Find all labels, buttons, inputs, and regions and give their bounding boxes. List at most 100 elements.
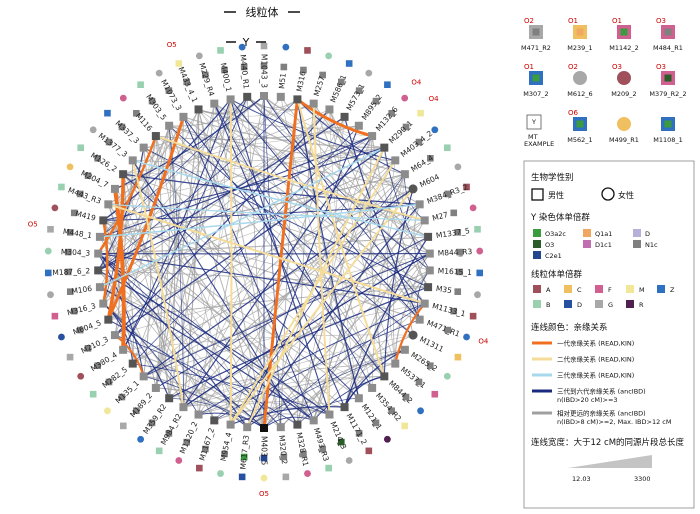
y-haplogroup-marker	[64, 268, 72, 276]
node-male	[425, 266, 434, 275]
node-male	[391, 359, 400, 368]
mt-haplogroup-marker	[365, 69, 373, 77]
edge-distant	[280, 334, 414, 428]
node-male	[99, 216, 108, 225]
sample-label: M433_4_1	[176, 66, 199, 105]
example-label: M307_2	[523, 90, 548, 98]
node-male	[194, 105, 203, 114]
sample-label: M1615_1	[438, 266, 473, 277]
mt-haplogroup-marker	[104, 407, 111, 415]
sample-label: M844_R3	[438, 247, 473, 258]
edge-far	[344, 236, 429, 408]
y-haplogroup-marker	[118, 123, 126, 131]
sample-label: M586_1	[328, 73, 348, 104]
svg-text:Y: Y	[531, 118, 536, 126]
mt-haplogroup-marker	[476, 269, 484, 277]
mt-haplogroup-marker	[66, 163, 74, 171]
y-haplogroup-marker	[444, 326, 452, 334]
edge-distant	[114, 334, 157, 389]
y-haplogroup-marker	[415, 138, 423, 146]
edge-far	[263, 303, 425, 429]
example-sample: M484_R1 O3	[653, 17, 683, 52]
mt-haplogroup-marker	[417, 407, 424, 415]
example-sample: M612_6 O2	[567, 63, 592, 98]
sample-label: M337_3	[114, 119, 142, 146]
example-sample: M209_2 O3	[611, 63, 636, 98]
example-annotation: O6	[568, 109, 579, 117]
example-sample: M1108_1	[653, 117, 683, 144]
y-haplogroup-marker	[64, 248, 72, 256]
example-label: M1142_2	[609, 44, 639, 52]
node-male	[309, 416, 318, 425]
mt-haplogroup-marker	[58, 183, 65, 191]
edge-third	[107, 203, 426, 221]
y-haplogroup-marker	[450, 209, 458, 217]
mt-haplogroup-marker	[260, 474, 268, 482]
sample-label: M51	[277, 72, 288, 89]
sample-label: M443_R3	[67, 185, 103, 205]
node-male	[424, 283, 433, 292]
mt-haplogroup-marker	[155, 69, 163, 77]
edge-far	[230, 98, 396, 161]
sample-label: M116	[134, 111, 155, 133]
y-legend-swatch	[533, 240, 541, 248]
mt-haplogroup-marker	[175, 60, 183, 67]
node-female	[408, 184, 418, 194]
edge-second	[229, 98, 233, 426]
mt-haplogroup-marker	[469, 204, 477, 212]
mt-haplogroup-marker	[345, 457, 353, 464]
node-male	[210, 99, 219, 108]
y-haplogroup-marker	[66, 229, 74, 236]
sample-label: M419	[74, 209, 97, 223]
mt-haplogroup-marker	[175, 457, 183, 464]
node-male	[276, 423, 285, 432]
y-haplogroup-marker	[202, 445, 209, 453]
edge-far	[296, 99, 360, 399]
mt-haplogroup-marker	[44, 247, 52, 255]
y-haplogroup-marker	[280, 63, 288, 71]
node-male	[400, 345, 409, 354]
edge-legend-label: 相对更远的亲缘关系 (ancIBD)	[557, 409, 646, 418]
edge-far	[168, 125, 414, 336]
edge-far	[108, 319, 265, 429]
sample-annotation: O4	[478, 337, 489, 345]
mt-haplogroup-marker	[119, 94, 127, 102]
legend-panel: 生物学性别 男性 女性 Y 染色体单倍群 O3a2c Q1a1 D O3 D1c1 N1c…	[523, 160, 695, 509]
edge-distant	[132, 147, 385, 163]
node-male	[276, 92, 285, 101]
sample-label: M135_1	[114, 378, 142, 405]
mt-legend-swatch	[564, 285, 572, 293]
y-haplogroup-marker	[402, 123, 410, 131]
mt-legend-title: 线粒体单倍群	[531, 269, 583, 280]
y-legend-title: Y 染色体单倍群	[530, 212, 590, 223]
sample-label: M440_R1	[238, 54, 250, 89]
sample-label: M328_R1	[295, 431, 311, 467]
mito-track-title: 线粒体	[246, 5, 279, 19]
example-annotation: O1	[568, 17, 578, 25]
edge-far	[214, 319, 420, 421]
sample-annotation: O4	[411, 79, 422, 87]
edge-far	[297, 99, 406, 175]
edge-far	[98, 253, 425, 305]
node-male	[380, 143, 389, 152]
node-male	[194, 410, 203, 419]
sample-label: M954_4	[219, 431, 234, 462]
example-sample: M471_R2 O2	[521, 17, 551, 52]
mt-haplogroup-marker	[238, 43, 246, 51]
node-male	[165, 394, 174, 403]
edge-distant	[230, 116, 346, 425]
mt-haplogroup-marker	[282, 43, 290, 51]
female-circle-icon	[601, 187, 615, 201]
sample-label: M604	[418, 172, 441, 189]
node-male	[293, 95, 302, 104]
mt-haplogroup-marker	[469, 312, 477, 320]
example-annotation: O2	[568, 63, 578, 71]
edge-far	[114, 147, 385, 336]
node-male	[179, 403, 188, 412]
edge-third	[99, 146, 386, 288]
width-max-label: 3300	[634, 475, 651, 483]
node-male	[119, 345, 128, 354]
edge-far	[297, 397, 359, 425]
sample-label: M471_R1	[426, 318, 462, 338]
mt-haplogroup-marker	[304, 47, 311, 54]
